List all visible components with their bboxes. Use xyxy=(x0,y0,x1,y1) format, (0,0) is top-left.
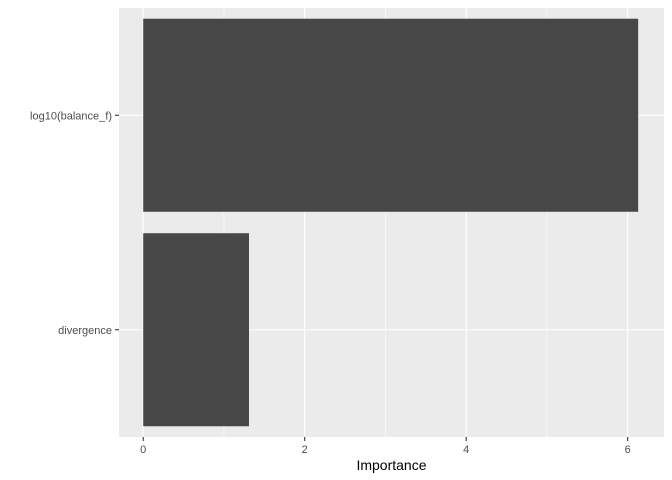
x-axis: 0 2 4 6 xyxy=(140,437,631,456)
x-axis-title: Importance xyxy=(356,457,426,473)
x-tick-label-0: 0 xyxy=(140,444,146,456)
bars xyxy=(143,18,639,427)
x-tick-label-3: 6 xyxy=(625,444,631,456)
x-tick-label-1: 2 xyxy=(302,444,308,456)
y-tick-label-1: divergence xyxy=(58,325,112,337)
bar-0 xyxy=(143,18,639,212)
bar-1 xyxy=(143,233,249,427)
x-tick-label-2: 4 xyxy=(463,444,469,456)
y-axis: log10(balance_f) divergence xyxy=(30,110,119,337)
y-tick-label-0: log10(balance_f) xyxy=(30,110,112,122)
